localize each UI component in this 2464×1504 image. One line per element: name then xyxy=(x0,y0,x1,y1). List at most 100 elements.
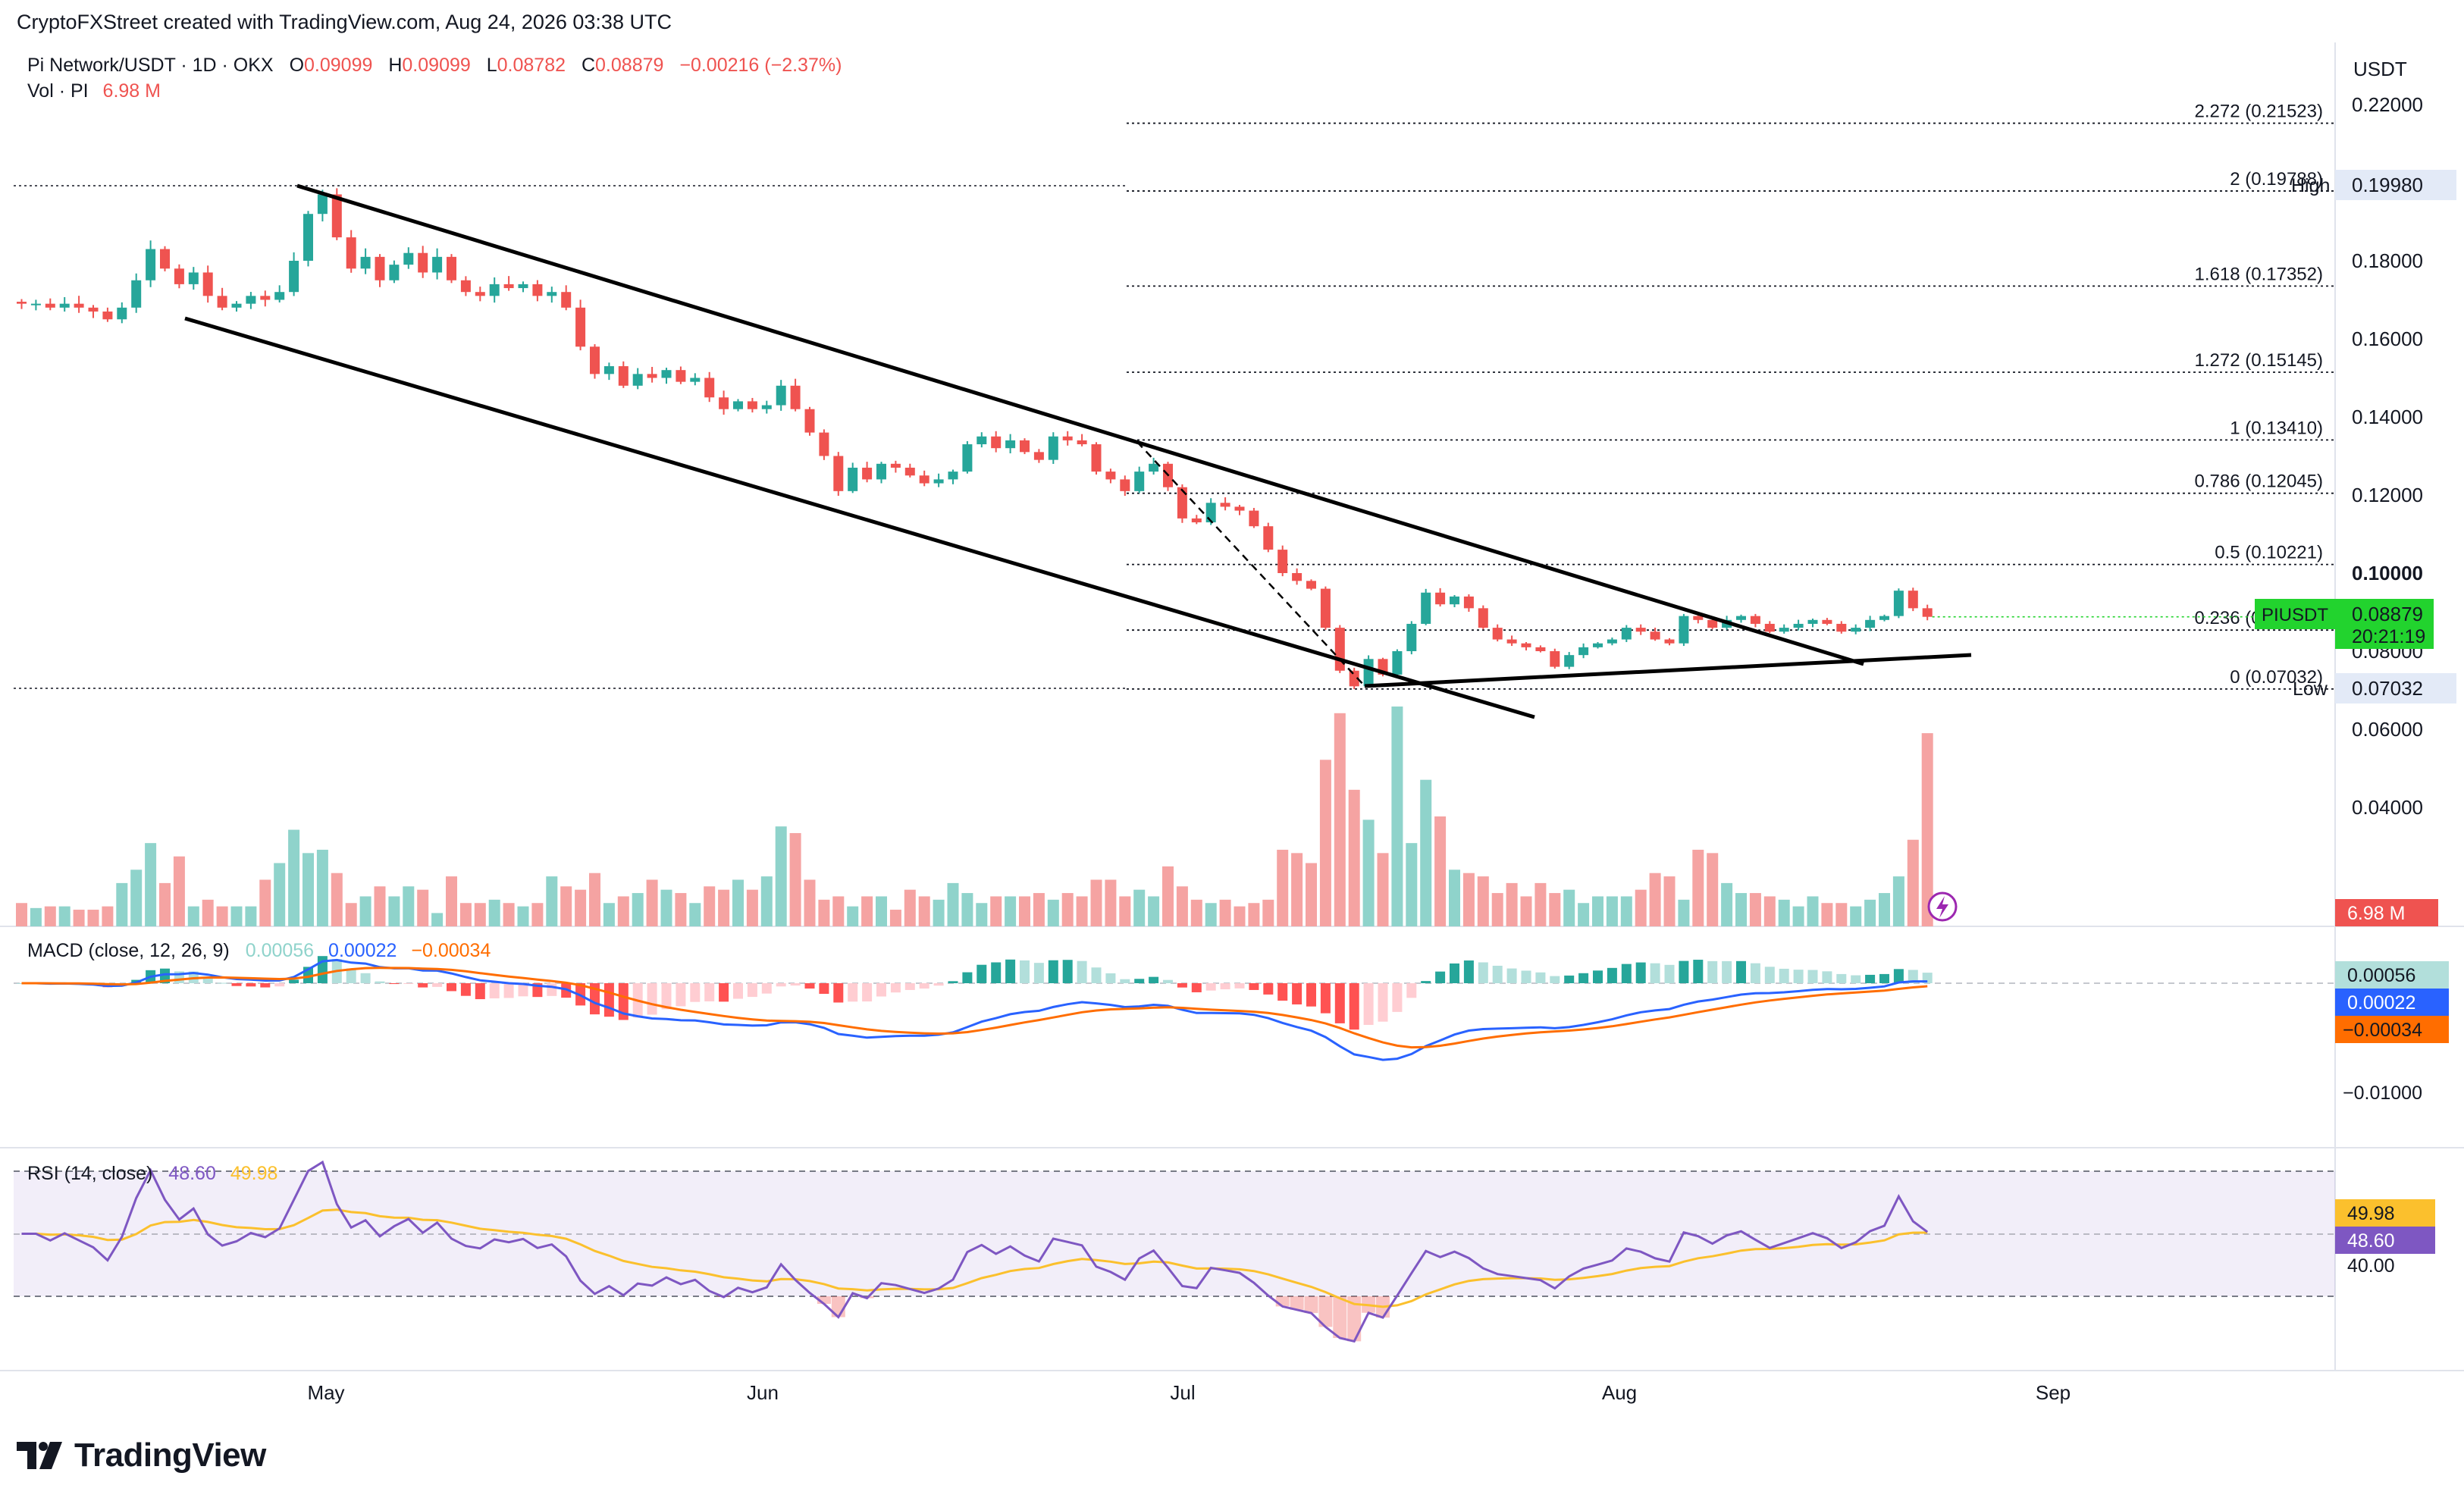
volume-bar xyxy=(44,906,56,926)
volume-bar xyxy=(130,870,143,926)
volume-bar xyxy=(202,899,214,926)
price-tick-label: 0.04000 xyxy=(2352,796,2423,819)
macd-histogram-bar xyxy=(1550,976,1560,983)
price-tick-label: 0.14000 xyxy=(2352,406,2423,428)
macd-legend[interactable]: MACD (close, 12, 26, 9) 0.00056 0.00022 … xyxy=(27,940,491,961)
volume-bar xyxy=(1133,889,1146,926)
macd-histogram-bar xyxy=(1478,962,1488,983)
macd-histogram-bar xyxy=(1650,963,1660,983)
symbol-title[interactable]: Pi Network/USDT · 1D · OKX xyxy=(27,55,274,76)
rsi-legend[interactable]: RSI (14, close) 48.60 49.98 xyxy=(27,1163,277,1184)
candle-body xyxy=(1851,628,1861,632)
volume-bar xyxy=(704,886,716,926)
candle-body xyxy=(1120,479,1130,491)
candle-body xyxy=(848,467,858,491)
candle-body xyxy=(676,370,686,382)
lightning-icon[interactable] xyxy=(1927,891,1958,922)
macd-histogram-bar xyxy=(1363,983,1374,1025)
volume-bar xyxy=(1105,879,1117,926)
fib-level-label: 1.618 (0.17352) xyxy=(2195,264,2323,284)
volume-bar xyxy=(531,903,544,926)
fibonacci-retracement[interactable]: 2.272 (0.21523) 2 (0.19788) 1.618 (0.17352… xyxy=(14,102,2335,690)
tradingview-logo-icon xyxy=(17,1442,62,1469)
candle-body xyxy=(1822,619,1832,624)
candle-body xyxy=(977,436,987,445)
candle-body xyxy=(160,249,170,269)
rsi-oversold-fill xyxy=(716,1296,1390,1342)
volume-tag-value: 6.98 M xyxy=(2347,903,2405,924)
candle-body xyxy=(489,284,500,296)
volume-bar xyxy=(1248,903,1260,926)
macd-histogram-bar xyxy=(389,983,400,985)
volume-bar xyxy=(832,896,845,926)
channel-lower-trendline[interactable] xyxy=(184,316,1535,719)
candle-body xyxy=(1550,651,1560,667)
candle-body xyxy=(217,296,227,308)
volume-bar xyxy=(660,889,672,926)
volume-bar xyxy=(976,903,988,926)
macd-histogram-bar xyxy=(1450,963,1459,983)
volume-bar xyxy=(1921,733,1933,926)
macd-histogram-bar xyxy=(804,983,815,989)
open-value: 0.09099 xyxy=(304,55,372,76)
candle-body xyxy=(146,249,156,280)
macd-histogram-bar xyxy=(1349,983,1359,1030)
candle-body xyxy=(776,385,786,406)
channel-upper-trendline[interactable] xyxy=(296,183,1864,666)
price-axis[interactable]: 0.22000 0.18000 0.16000 0.14000 0.12000 0.100… xyxy=(2352,93,2423,819)
candle-body xyxy=(432,256,443,273)
candle-body xyxy=(360,256,371,269)
macd-histogram-bar xyxy=(661,983,672,1010)
macd-histogram-bar xyxy=(1134,979,1145,983)
volume-bar xyxy=(818,899,830,926)
rsi-value-tags: 49.98 48.60 40.00 xyxy=(2335,1199,2435,1277)
candle-body xyxy=(1005,440,1016,449)
candle-body xyxy=(1134,472,1145,491)
price-tick-label: 0.16000 xyxy=(2352,327,2423,350)
rsi-title[interactable]: RSI (14, close) xyxy=(27,1163,152,1184)
macd-histogram-bar xyxy=(919,983,929,989)
publisher-caption: CryptoFXStreet created with TradingView.… xyxy=(17,11,672,33)
currency-label[interactable]: USDT xyxy=(2353,58,2407,80)
macd-histogram-bar xyxy=(1435,971,1446,983)
macd-value-tags: 0.00056 0.00022 −0.00034 −0.01000 xyxy=(2335,961,2449,1104)
volume-bar xyxy=(1277,849,1289,926)
macd-title[interactable]: MACD (close, 12, 26, 9) xyxy=(27,940,230,961)
macd-histogram-bar xyxy=(1191,983,1202,992)
volume-bar xyxy=(1749,893,1761,926)
macd-histogram-bar xyxy=(1506,968,1517,983)
high-key: H xyxy=(388,55,402,76)
change-value: −0.00216 (−2.37%) xyxy=(679,55,842,76)
symbol-legend[interactable]: Pi Network/USDT · 1D · OKX O0.09099 H0.0… xyxy=(27,55,842,102)
price-tick-label: 0.06000 xyxy=(2352,718,2423,741)
volume-bar xyxy=(187,906,199,926)
fib-level-label: 1 (0.13410) xyxy=(2230,418,2323,438)
volume-bar xyxy=(646,879,658,926)
macd-histogram-bar xyxy=(1292,983,1303,1004)
macd-histogram-bar xyxy=(1234,983,1245,989)
volume-bar xyxy=(1262,899,1274,926)
macd-histogram-bar xyxy=(1836,973,1847,983)
trendlines[interactable] xyxy=(184,183,1972,719)
volume-bar xyxy=(1549,893,1561,926)
price-chart[interactable]: 2.272 (0.21523) 2 (0.19788) 1.618 (0.17352… xyxy=(0,42,2464,1430)
macd-histogram-bar xyxy=(475,983,485,1000)
macd-histogram-bar xyxy=(1421,981,1431,983)
macd-histogram-bar xyxy=(1893,969,1904,983)
macd-histogram-bar xyxy=(274,983,285,987)
support-trendline[interactable] xyxy=(1364,653,1972,688)
macd-histogram-bar xyxy=(547,983,557,996)
candle-body xyxy=(948,472,958,480)
volume-bar xyxy=(403,886,415,926)
time-axis[interactable]: May Jun Jul Aug Sep xyxy=(307,1381,2071,1404)
candle-body xyxy=(1406,623,1417,651)
candle-body xyxy=(1492,628,1503,640)
macd-histogram-bar xyxy=(848,983,858,1002)
fib-anchor-line[interactable] xyxy=(1136,441,1365,687)
candle-body xyxy=(1807,619,1818,624)
volume-bar xyxy=(847,906,859,926)
macd-legend-macd: 0.00022 xyxy=(328,940,397,961)
candle-body xyxy=(1650,631,1660,640)
volume-bar xyxy=(746,889,758,926)
volume-bar xyxy=(474,903,486,926)
